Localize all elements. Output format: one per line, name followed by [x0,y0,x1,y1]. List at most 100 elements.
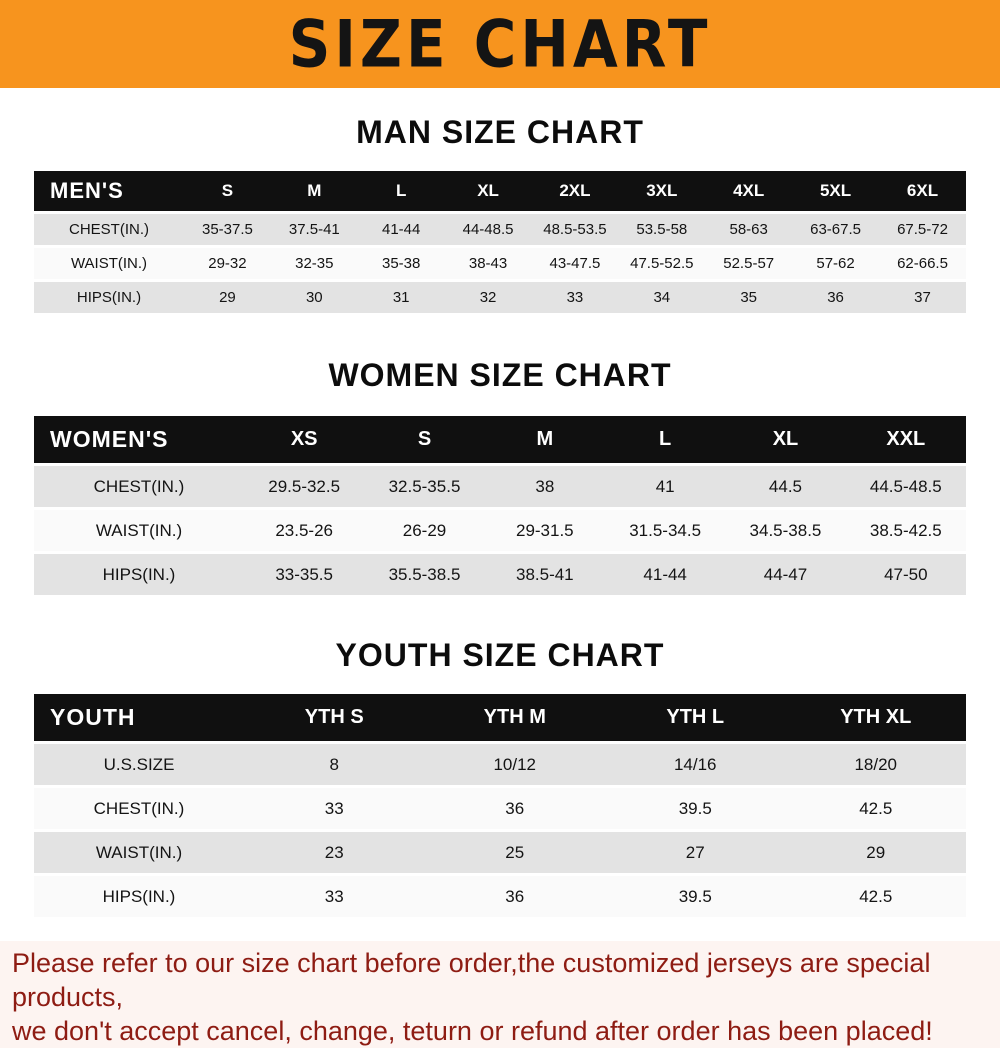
size-value-cell: 36 [792,279,879,313]
size-value-cell: 8 [244,741,425,785]
size-value-cell: 58-63 [705,211,792,245]
size-value-cell: 25 [425,829,606,873]
size-value-cell: 62-66.5 [879,245,966,279]
size-column-header: XL [445,171,532,211]
size-column-header: YTH M [425,694,606,741]
size-column-header: XS [244,416,364,463]
size-value-cell: 63-67.5 [792,211,879,245]
disclaimer-line-1: Please refer to our size chart before or… [12,947,988,1015]
row-label: CHEST(IN.) [34,463,244,507]
size-column-header: L [605,416,725,463]
size-value-cell: 33 [244,785,425,829]
size-value-cell: 18/20 [786,741,967,785]
row-label: HIPS(IN.) [34,873,244,917]
size-value-cell: 38 [485,463,605,507]
row-label: WAIST(IN.) [34,829,244,873]
table-corner-label: MEN'S [34,171,184,211]
size-value-cell: 27 [605,829,786,873]
size-value-cell: 31 [358,279,445,313]
size-column-header: YTH XL [786,694,967,741]
size-column-header: M [485,416,605,463]
size-value-cell: 39.5 [605,873,786,917]
row-label: CHEST(IN.) [34,211,184,245]
size-value-cell: 36 [425,873,606,917]
size-value-cell: 42.5 [786,785,967,829]
size-value-cell: 53.5-58 [618,211,705,245]
table-corner-label: WOMEN'S [34,416,244,463]
size-value-cell: 52.5-57 [705,245,792,279]
size-value-cell: 37 [879,279,966,313]
size-column-header: 2XL [532,171,619,211]
size-value-cell: 57-62 [792,245,879,279]
size-value-cell: 30 [271,279,358,313]
size-value-cell: 34.5-38.5 [725,507,845,551]
disclaimer-line-2: we don't accept cancel, change, teturn o… [12,1015,988,1048]
banner: SIZE CHART [0,0,1000,88]
size-value-cell: 31.5-34.5 [605,507,725,551]
size-column-header: L [358,171,445,211]
size-value-cell: 39.5 [605,785,786,829]
size-column-header: S [364,416,484,463]
size-value-cell: 67.5-72 [879,211,966,245]
size-value-cell: 33 [244,873,425,917]
size-value-cell: 14/16 [605,741,786,785]
row-label: HIPS(IN.) [34,551,244,595]
size-value-cell: 44.5-48.5 [846,463,966,507]
size-value-cell: 29.5-32.5 [244,463,364,507]
size-value-cell: 38-43 [445,245,532,279]
row-label: HIPS(IN.) [34,279,184,313]
size-value-cell: 29 [184,279,271,313]
size-column-header: XL [725,416,845,463]
size-value-cell: 47-50 [846,551,966,595]
size-value-cell: 43-47.5 [532,245,619,279]
size-value-cell: 33-35.5 [244,551,364,595]
size-value-cell: 44.5 [725,463,845,507]
size-column-header: S [184,171,271,211]
size-value-cell: 42.5 [786,873,967,917]
size-value-cell: 41-44 [605,551,725,595]
size-value-cell: 41-44 [358,211,445,245]
women-section-title: WOMEN SIZE CHART [0,313,1000,394]
size-value-cell: 44-48.5 [445,211,532,245]
size-value-cell: 38.5-42.5 [846,507,966,551]
row-label: U.S.SIZE [34,741,244,785]
size-value-cell: 44-47 [725,551,845,595]
size-value-cell: 10/12 [425,741,606,785]
size-value-cell: 37.5-41 [271,211,358,245]
size-value-cell: 32-35 [271,245,358,279]
size-value-cell: 35-37.5 [184,211,271,245]
size-value-cell: 26-29 [364,507,484,551]
row-label: WAIST(IN.) [34,245,184,279]
row-label: WAIST(IN.) [34,507,244,551]
size-value-cell: 29 [786,829,967,873]
size-value-cell: 23 [244,829,425,873]
size-value-cell: 29-31.5 [485,507,605,551]
size-value-cell: 34 [618,279,705,313]
size-value-cell: 33 [532,279,619,313]
size-value-cell: 29-32 [184,245,271,279]
youth-section-title: YOUTH SIZE CHART [0,595,1000,674]
size-column-header: 5XL [792,171,879,211]
men-section-title: MAN SIZE CHART [0,88,1000,151]
size-value-cell: 35-38 [358,245,445,279]
size-value-cell: 32.5-35.5 [364,463,484,507]
page-title: SIZE CHART [289,6,712,82]
row-label: CHEST(IN.) [34,785,244,829]
